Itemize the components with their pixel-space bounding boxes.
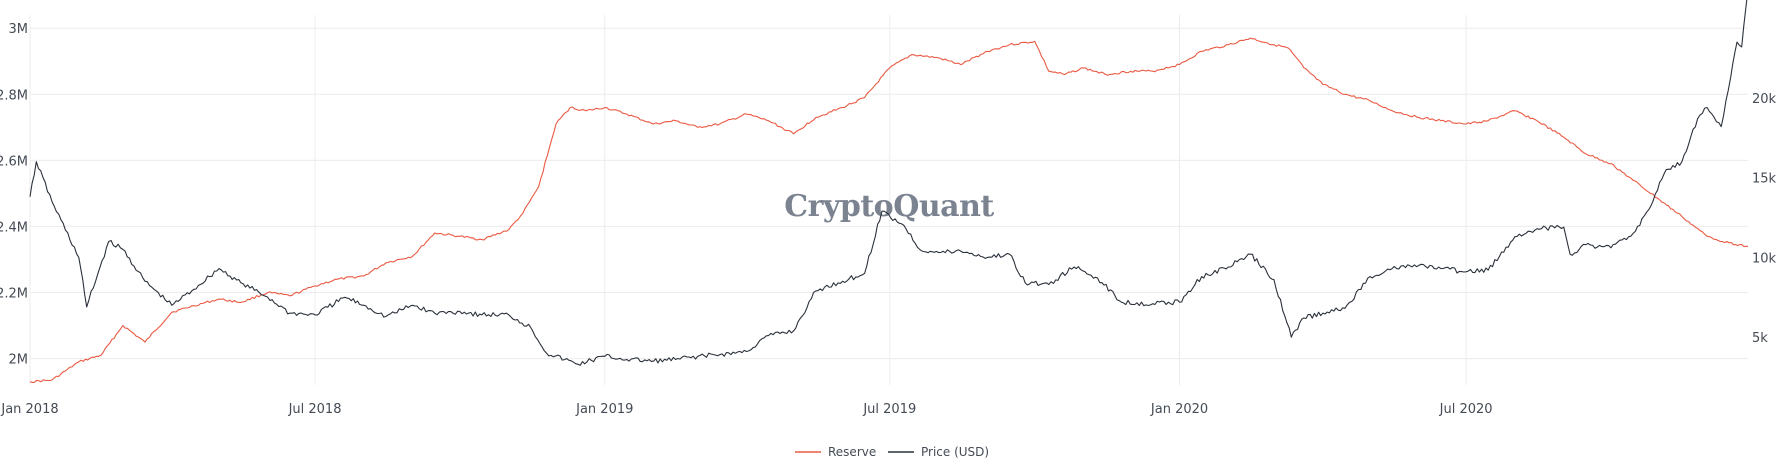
y-right-tick-label: 10k	[1752, 251, 1777, 266]
y-right-tick-label: 5k	[1752, 331, 1768, 346]
y-left-tick-label: 2.2M	[0, 287, 28, 302]
x-tick-label: Jul 2020	[1439, 402, 1493, 417]
watermark: CryptoQuant	[784, 189, 994, 224]
x-tick-label: Jul 2018	[288, 402, 342, 417]
y-right-tick-label: 20k	[1752, 92, 1777, 107]
series-line-reserve	[29, 37, 1748, 383]
x-tick-label: Jan 2020	[1150, 402, 1208, 417]
y-left-tick-label: 2M	[9, 353, 29, 368]
series-line-price	[29, 0, 1748, 366]
legend[interactable]: Reserve Price (USD)	[795, 445, 989, 459]
y-left-tick-label: 3M	[9, 22, 29, 37]
x-tick-label: Jan 2018	[0, 402, 58, 417]
y-left-tick-label: 2.8M	[0, 88, 28, 103]
x-tick-label: Jan 2019	[575, 402, 633, 417]
y-left-tick-label: 2.6M	[0, 154, 28, 169]
axes: Jan 2018 Jul 2018 Jan 2019 Jul 2019 Jan 2020…	[0, 22, 1777, 417]
legend-label: Reserve	[828, 445, 876, 459]
legend-label: Price (USD)	[921, 445, 989, 459]
series-lines	[29, 0, 1748, 383]
x-tick-label: Jul 2019	[862, 402, 916, 417]
legend-item-price[interactable]: Price (USD)	[888, 445, 989, 459]
grid	[29, 15, 1748, 385]
legend-item-reserve[interactable]: Reserve	[795, 445, 876, 459]
y-left-tick-label: 2.4M	[0, 220, 28, 235]
y-right-tick-label: 15k	[1752, 172, 1777, 187]
